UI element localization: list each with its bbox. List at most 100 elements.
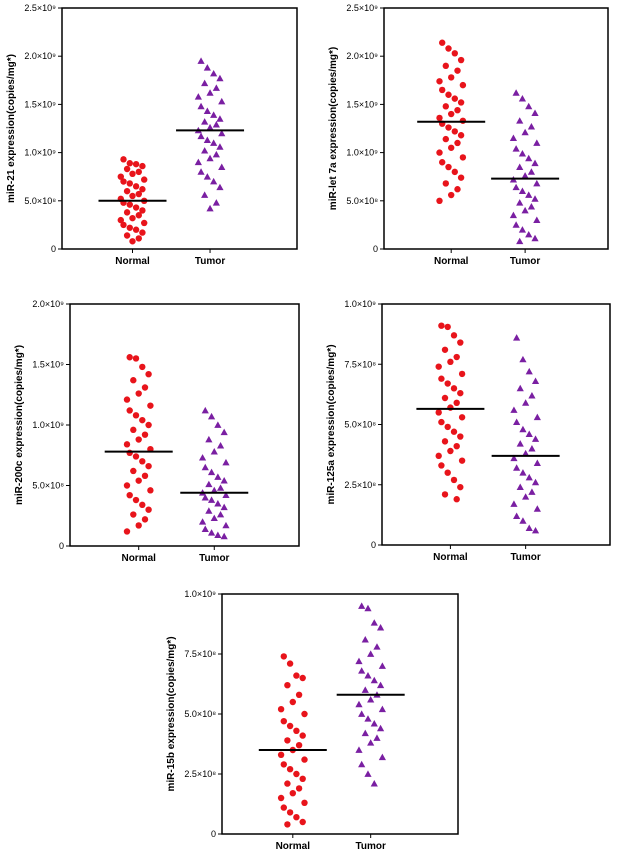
data-point-tumor (516, 384, 524, 392)
data-point-tumor (214, 500, 222, 507)
y-tick-label: 7.5×10⁸ (344, 359, 376, 369)
data-point-normal (438, 418, 445, 426)
data-point-tumor (216, 484, 225, 491)
data-point-tumor (210, 177, 218, 185)
data-point-tumor (512, 221, 520, 228)
data-point-tumor (376, 724, 385, 732)
data-point-tumor (355, 746, 363, 753)
data-point-tumor (203, 107, 211, 115)
y-tick-label: 1.0×10⁹ (184, 589, 216, 599)
data-point-tumor (205, 480, 213, 488)
data-point-normal (147, 402, 154, 409)
data-point-tumor (531, 195, 539, 202)
data-point-normal (293, 672, 300, 679)
data-point-tumor (509, 211, 518, 219)
data-point-normal (141, 219, 148, 227)
data-point-normal (123, 209, 131, 216)
y-tick-label: 0 (371, 540, 376, 550)
data-point-tumor (216, 510, 225, 518)
x-category-label: Tumor (510, 552, 540, 563)
chart-panel-mir-125a: 0 2.5×10⁸ 5.0×10⁸ 7.5×10⁸ 1.0×10⁹ Normal Tumor… (314, 296, 624, 574)
data-point-normal (458, 370, 466, 378)
data-point-normal (126, 449, 133, 457)
data-point-tumor (212, 150, 220, 158)
data-point-normal (454, 139, 461, 147)
data-point-normal (299, 732, 306, 739)
y-tick-label: 2.0×10⁹ (24, 51, 56, 61)
data-point-normal (459, 154, 467, 161)
y-tick-label: 0 (51, 244, 56, 254)
x-category-label: Tumor (510, 256, 540, 267)
y-tick-label: 1.0×10⁹ (32, 420, 64, 430)
data-point-normal (439, 159, 446, 166)
data-point-tumor (510, 500, 518, 507)
data-point-tumor (364, 715, 372, 722)
y-tick-label: 0 (211, 829, 216, 839)
data-point-tumor (220, 503, 228, 511)
data-point-tumor (220, 477, 228, 484)
data-point-normal (447, 358, 454, 366)
x-category-label: Tumor (199, 553, 229, 564)
data-point-tumor (198, 454, 207, 461)
plot-frame (61, 7, 298, 250)
data-point-normal (284, 737, 291, 744)
data-point-normal (130, 426, 137, 434)
data-point-tumor (522, 399, 530, 406)
data-point-tumor (218, 97, 226, 105)
data-point-tumor (531, 377, 540, 384)
chart-panel-mir-21: 0 5.0×10⁸ 1.0×10⁹ 1.5×10⁹ 2.0×10⁹ 2.5×10⁹ Norm… (0, 0, 306, 280)
data-point-normal (451, 50, 458, 57)
data-point-normal (457, 339, 464, 346)
data-point-tumor (533, 505, 541, 512)
plot-frame (381, 303, 611, 546)
y-tick-label: 2.5×10⁸ (344, 480, 376, 490)
chart-panel-mir-let-7a: 0 5.0×10⁸ 1.0×10⁹ 1.5×10⁹ 2.0×10⁹ 2.5×10⁹ Norm… (314, 0, 624, 280)
data-point-tumor (518, 187, 527, 195)
data-point-tumor (207, 468, 216, 476)
data-point-normal (299, 818, 306, 826)
data-point-tumor (533, 179, 541, 187)
y-axis-title: miR-15b expression(copies/mg*) (166, 636, 177, 791)
data-point-tumor (194, 158, 202, 166)
data-point-normal (129, 238, 136, 245)
data-point-tumor (533, 216, 541, 223)
data-point-normal (135, 436, 142, 443)
x-category-label: Normal (121, 553, 156, 564)
y-axis-title: miR-let 7a expression(copies/mg*) (328, 47, 339, 210)
data-point-normal (145, 421, 152, 429)
data-point-normal (295, 691, 303, 698)
data-point-normal (277, 706, 285, 713)
data-point-tumor (521, 206, 529, 214)
data-point-tumor (518, 95, 527, 102)
data-point-tumor (222, 491, 230, 499)
data-point-tumor (207, 529, 216, 536)
data-point-normal (284, 821, 291, 828)
y-tick-label: 5.0×10⁸ (346, 196, 378, 206)
data-point-normal (451, 95, 458, 102)
data-point-normal (135, 168, 142, 176)
data-point-normal (130, 377, 137, 384)
data-point-tumor (206, 154, 214, 162)
data-point-normal (139, 207, 146, 214)
y-axis-title: miR-21 expression(copies/mg*) (6, 54, 17, 203)
data-point-normal (141, 384, 149, 391)
data-point-normal (135, 212, 142, 219)
data-point-normal (451, 128, 458, 135)
data-point-normal (286, 809, 294, 816)
data-point-tumor (214, 421, 222, 428)
data-point-normal (139, 363, 146, 371)
data-point-tumor (197, 168, 205, 175)
data-point-tumor (212, 121, 220, 128)
data-point-normal (145, 462, 152, 470)
y-tick-label: 5.0×10⁸ (24, 196, 56, 206)
data-point-normal (442, 62, 449, 70)
data-point-tumor (205, 507, 213, 514)
data-point-normal (130, 467, 137, 475)
y-tick-label: 2.0×10⁹ (32, 299, 64, 309)
data-point-tumor (516, 237, 524, 245)
data-point-tumor (210, 139, 218, 146)
data-point-normal (444, 380, 451, 387)
data-point-normal (435, 452, 442, 460)
chart-panel-mir-15b: 0 2.5×10⁸ 5.0×10⁸ 7.5×10⁸ 1.0×10⁹ Normal Tumor… (150, 584, 470, 854)
data-point-tumor (522, 449, 530, 457)
